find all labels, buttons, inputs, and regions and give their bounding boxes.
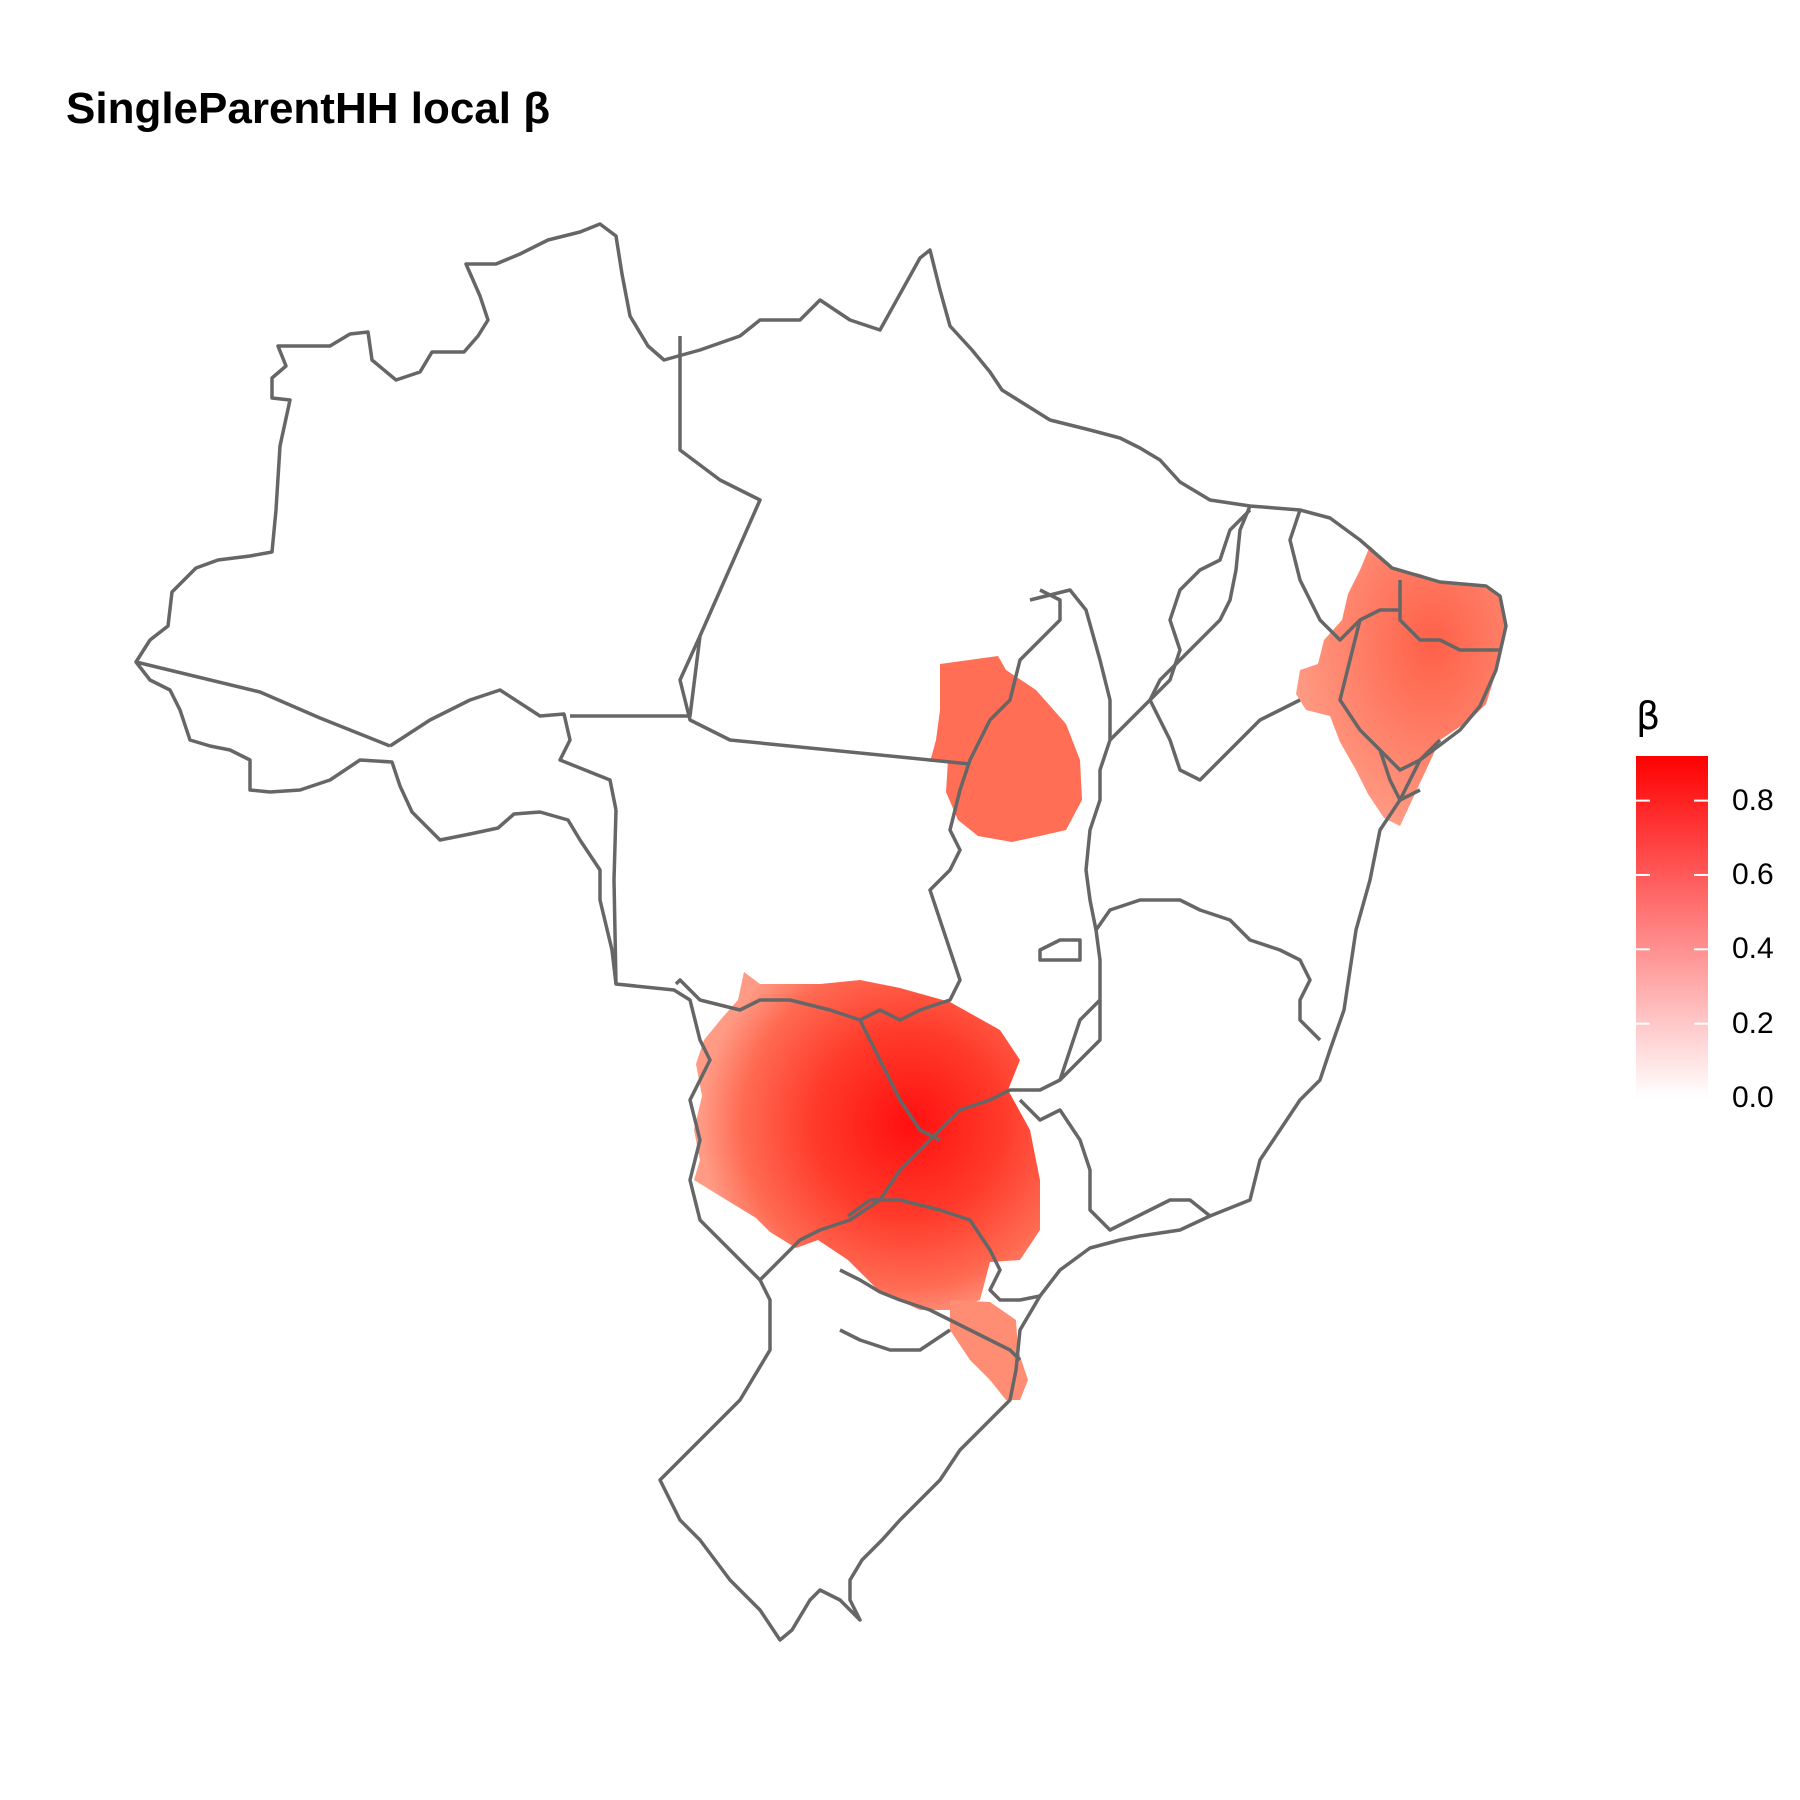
state-borders	[134, 222, 1508, 1642]
country-outline	[134, 222, 1508, 1642]
region-fill-central-north	[930, 656, 1082, 842]
legend-title: β	[1636, 694, 1661, 738]
map-title: SingleParentHH local β	[66, 84, 551, 133]
region-fill-south	[950, 1300, 1028, 1400]
legend-tick-label: 0.4	[1732, 932, 1774, 966]
legend-tick-label: 0.0	[1732, 1081, 1774, 1114]
region-fill-south-central	[694, 972, 1040, 1310]
legend-colorbar	[1636, 756, 1708, 1098]
beta-fill-regions	[694, 546, 1506, 1400]
legend-tick-label: 0.6	[1732, 857, 1774, 891]
legend-tick-label: 0.2	[1732, 1006, 1774, 1040]
legend-tick-label: 0.8	[1732, 783, 1774, 817]
region-fill-northeast	[1296, 546, 1506, 826]
color-legend: β 0.0 0.2 0.4 0.6 0.8	[1636, 694, 1786, 1134]
